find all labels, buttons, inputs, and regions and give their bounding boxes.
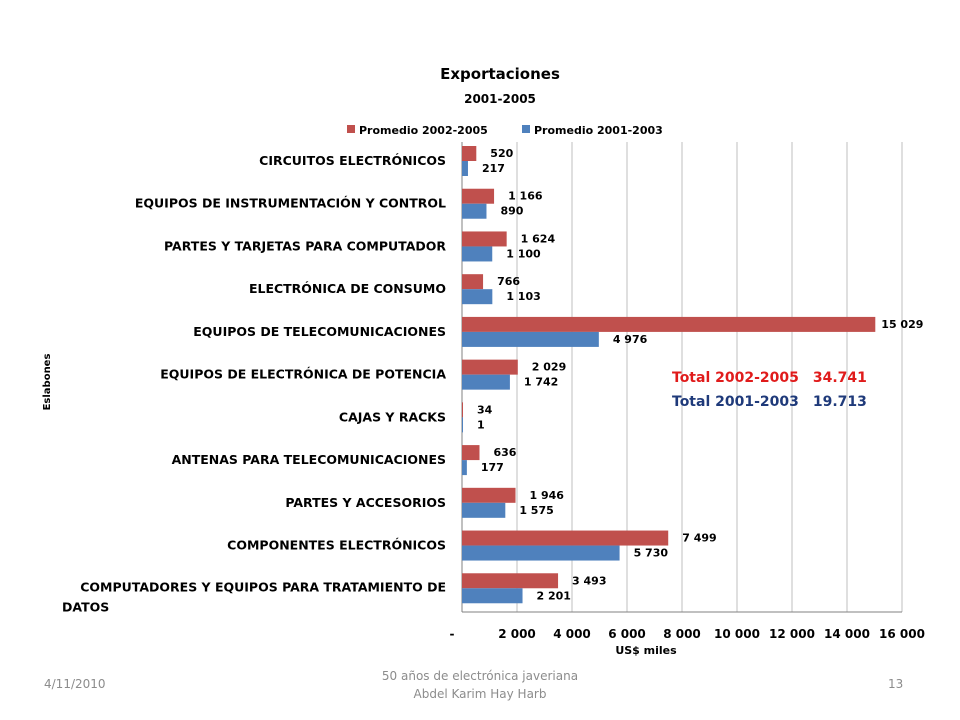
x-tick-labels: - 2 000 4 000 6 000 8 000 10 000 12 000 14 000 1…	[450, 627, 925, 641]
bar-promedio-2001-2003	[462, 417, 463, 433]
x-tick-label: 14 000	[824, 627, 870, 641]
data-label: 5 730	[634, 547, 669, 560]
category-labels: CIRCUITOS ELECTRÓNICOS EQUIPOS DE INSTRUM…	[62, 153, 446, 614]
x-tick-label: 8 000	[663, 627, 701, 641]
data-label: 1 100	[506, 247, 541, 260]
data-label: 1 103	[506, 290, 540, 303]
data-label: 766	[497, 275, 520, 288]
footer-date: 4/11/2010	[44, 677, 106, 691]
bar-promedio-2001-2003	[462, 460, 467, 476]
data-label: 15 029	[881, 318, 923, 331]
x-tick-label: 4 000	[553, 627, 591, 641]
category-label: PARTES Y ACCESORIOS	[285, 495, 446, 510]
x-axis-label: US$ miles	[615, 644, 677, 657]
data-label: 1 166	[508, 190, 543, 203]
bar-promedio-2002-2005	[462, 487, 516, 503]
data-label: 2 201	[537, 589, 571, 602]
bar-chart: 520 217 1 166 890 1 624 1 100 766 1 103 15 029 4 …	[42, 65, 925, 657]
category-label: PARTES Y TARJETAS PARA COMPUTADOR	[164, 238, 446, 253]
total-2002-2005: Total 2002-2005 34.741	[672, 370, 867, 386]
data-label: 636	[493, 446, 516, 459]
legend-swatch-promedio-2001-2003	[522, 125, 530, 133]
bar-promedio-2002-2005	[462, 359, 518, 375]
bar-promedio-2002-2005	[462, 188, 495, 204]
category-label: ANTENAS PARA TELECOMUNICACIONES	[172, 452, 446, 467]
data-label: 1 624	[521, 232, 556, 245]
x-tick-label: 2 000	[498, 627, 536, 641]
bar-promedio-2002-2005	[462, 573, 559, 589]
bar-promedio-2002-2005	[462, 316, 876, 332]
data-label: 217	[482, 162, 505, 175]
x-tick-label: 10 000	[714, 627, 760, 641]
data-label: 1	[477, 418, 485, 431]
bar-promedio-2002-2005	[462, 231, 507, 247]
x-tick-label: 6 000	[608, 627, 646, 641]
bar-promedio-2001-2003	[462, 588, 523, 604]
bar-promedio-2001-2003	[462, 374, 510, 390]
data-label: 34	[477, 403, 493, 416]
bars	[462, 146, 876, 604]
x-tick-label: -	[450, 627, 455, 641]
category-label: ELECTRÓNICA DE CONSUMO	[249, 281, 446, 296]
chart-title: Exportaciones	[440, 65, 560, 83]
data-labels: 520 217 1 166 890 1 624 1 100 766 1 103 15 029 4 …	[477, 147, 923, 602]
category-label: CIRCUITOS ELECTRÓNICOS	[259, 153, 446, 168]
bar-promedio-2002-2005	[462, 445, 480, 461]
bar-promedio-2001-2003	[462, 502, 506, 518]
bar-promedio-2002-2005	[462, 146, 477, 161]
legend: Promedio 2002-2005 Promedio 2001-2003	[347, 124, 663, 137]
bar-promedio-2001-2003	[462, 545, 620, 561]
category-label-continued: DATOS	[62, 599, 109, 614]
bar-promedio-2001-2003	[462, 161, 468, 176]
footer-page-number: 13	[888, 677, 904, 691]
total-2002-2005-value: 34.741	[812, 370, 867, 386]
chart-subtitle: 2001-2005	[464, 92, 536, 106]
legend-swatch-promedio-2002-2005	[347, 125, 355, 133]
bar-promedio-2002-2005	[462, 530, 669, 546]
bar-promedio-2002-2005	[462, 402, 463, 418]
total-2001-2003: Total 2001-2003 19.713	[672, 394, 867, 410]
legend-label-promedio-2001-2003: Promedio 2001-2003	[534, 124, 663, 137]
data-label: 4 976	[613, 333, 648, 346]
category-label: COMPUTADORES Y EQUIPOS PARA TRATAMIENTO …	[80, 579, 446, 594]
category-label: CAJAS Y RACKS	[339, 409, 446, 424]
category-label: EQUIPOS DE INSTRUMENTACIÓN Y CONTROL	[135, 196, 446, 211]
x-tick-label: 16 000	[879, 627, 925, 641]
footer-credit-line1: 50 años de electrónica javeriana	[381, 669, 579, 683]
legend-label-promedio-2002-2005: Promedio 2002-2005	[359, 124, 488, 137]
total-2001-2003-label: Total 2001-2003	[672, 394, 799, 410]
total-2001-2003-value: 19.713	[812, 394, 867, 410]
bar-promedio-2001-2003	[462, 203, 487, 219]
data-label: 177	[481, 461, 504, 474]
y-axis-label: Eslabones	[42, 354, 53, 411]
data-label: 1 575	[519, 504, 553, 517]
x-tick-label: 12 000	[769, 627, 815, 641]
category-label: EQUIPOS DE ELECTRÓNICA DE POTENCIA	[160, 367, 446, 382]
bar-promedio-2001-2003	[462, 246, 493, 262]
data-label: 1 742	[524, 376, 558, 389]
footer-credit-line2: Abdel Karim Hay Harb	[413, 687, 547, 701]
total-2002-2005-label: Total 2002-2005	[672, 370, 799, 386]
data-label: 890	[500, 205, 523, 218]
footer-credit: 50 años de electrónica javeriana Abdel K…	[300, 667, 660, 703]
category-label: EQUIPOS DE TELECOMUNICACIONES	[193, 324, 446, 339]
data-label: 520	[490, 147, 513, 160]
data-label: 3 493	[572, 574, 606, 587]
bar-promedio-2002-2005	[462, 274, 484, 290]
data-label: 2 029	[532, 361, 566, 374]
category-label: COMPONENTES ELECTRÓNICOS	[227, 538, 446, 553]
data-label: 7 499	[682, 532, 716, 545]
bar-promedio-2001-2003	[462, 289, 493, 305]
bar-promedio-2001-2003	[462, 331, 599, 347]
data-label: 1 946	[530, 489, 565, 502]
